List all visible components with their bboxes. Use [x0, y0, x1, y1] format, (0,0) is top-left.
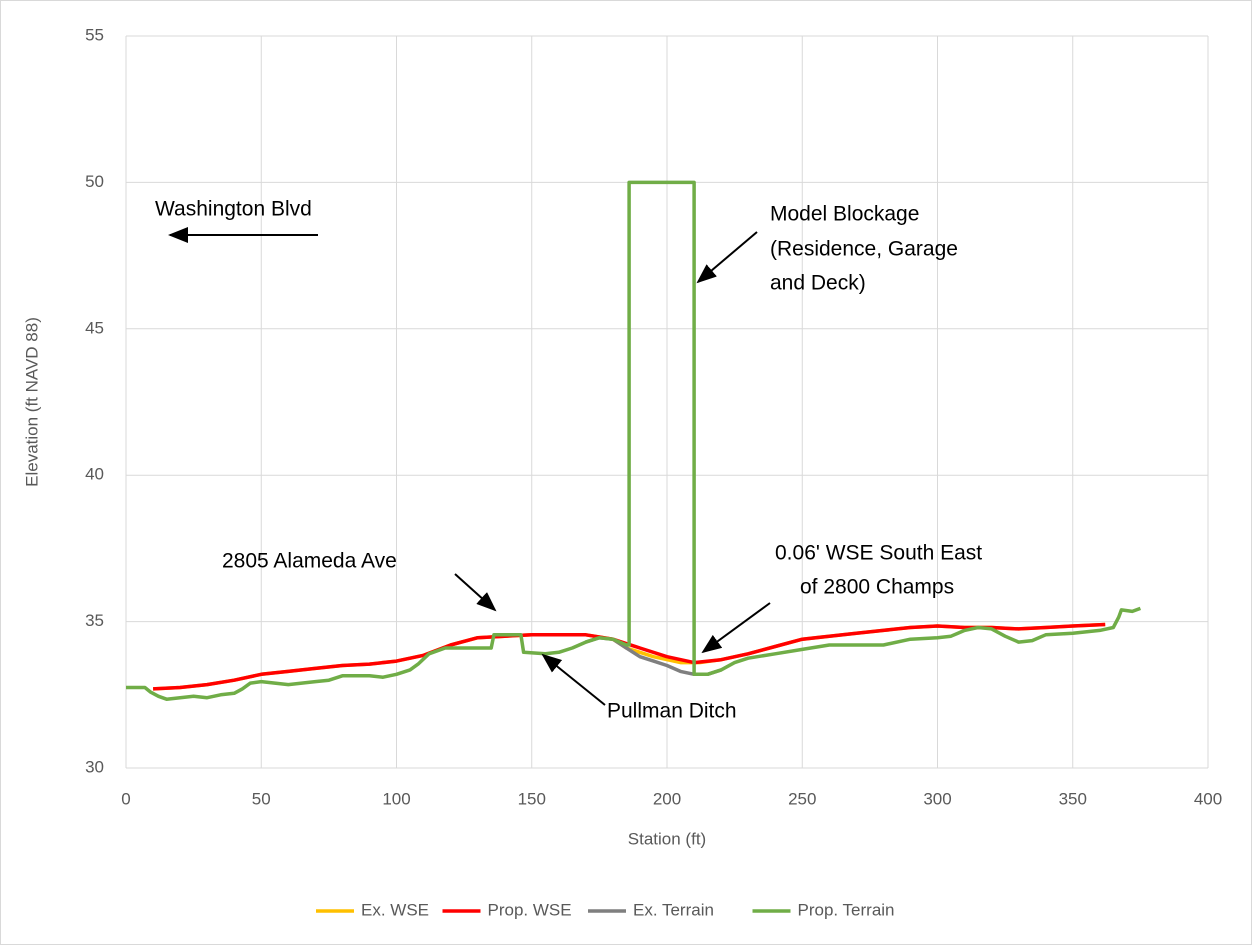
legend-label: Prop. WSE: [488, 900, 572, 919]
annotations: Washington Blvd Model Blockage (Residenc…: [155, 198, 982, 723]
annotation: (Residence, Garage: [770, 238, 958, 261]
y-tick-label: 35: [85, 611, 104, 630]
x-tick-label: 300: [923, 789, 951, 808]
series-line: [126, 180, 1142, 701]
x-tick-label: 400: [1194, 789, 1222, 808]
y-axis-title: Elevation (ft NAVD 88): [22, 317, 41, 487]
legend-label: Ex. WSE: [361, 900, 429, 919]
x-tick-label: 150: [518, 789, 546, 808]
arrow: [701, 602, 771, 654]
x-axis-title: Station (ft): [628, 829, 706, 848]
x-tick-label: 350: [1059, 789, 1087, 808]
arrow: [541, 653, 606, 706]
y-tick-label: 55: [85, 25, 104, 44]
annotation: 2805 Alameda Ave: [222, 550, 397, 573]
annotation: and Deck): [770, 272, 866, 295]
x-tick-label: 200: [653, 789, 681, 808]
x-tick-label: 50: [252, 789, 271, 808]
x-tick-label: 0: [121, 789, 130, 808]
annotation: Pullman Ditch: [607, 700, 737, 723]
x-tick-label: 250: [788, 789, 816, 808]
annotation: 0.06' WSE South East: [775, 542, 982, 565]
legend-label: Prop. Terrain: [798, 900, 895, 919]
arrow: [696, 231, 758, 284]
y-tick-label: 40: [85, 465, 104, 484]
y-tick-label: 45: [85, 318, 104, 337]
y-tick-label: 50: [85, 172, 104, 191]
annotation: of 2800 Champs: [800, 576, 954, 599]
arrow: [454, 573, 497, 612]
x-tick-label: 100: [382, 789, 410, 808]
annotation: Washington Blvd: [155, 198, 312, 221]
legend-label: Ex. Terrain: [633, 900, 714, 919]
y-tick-label: 30: [85, 757, 104, 776]
annotation: Model Blockage: [770, 203, 919, 226]
